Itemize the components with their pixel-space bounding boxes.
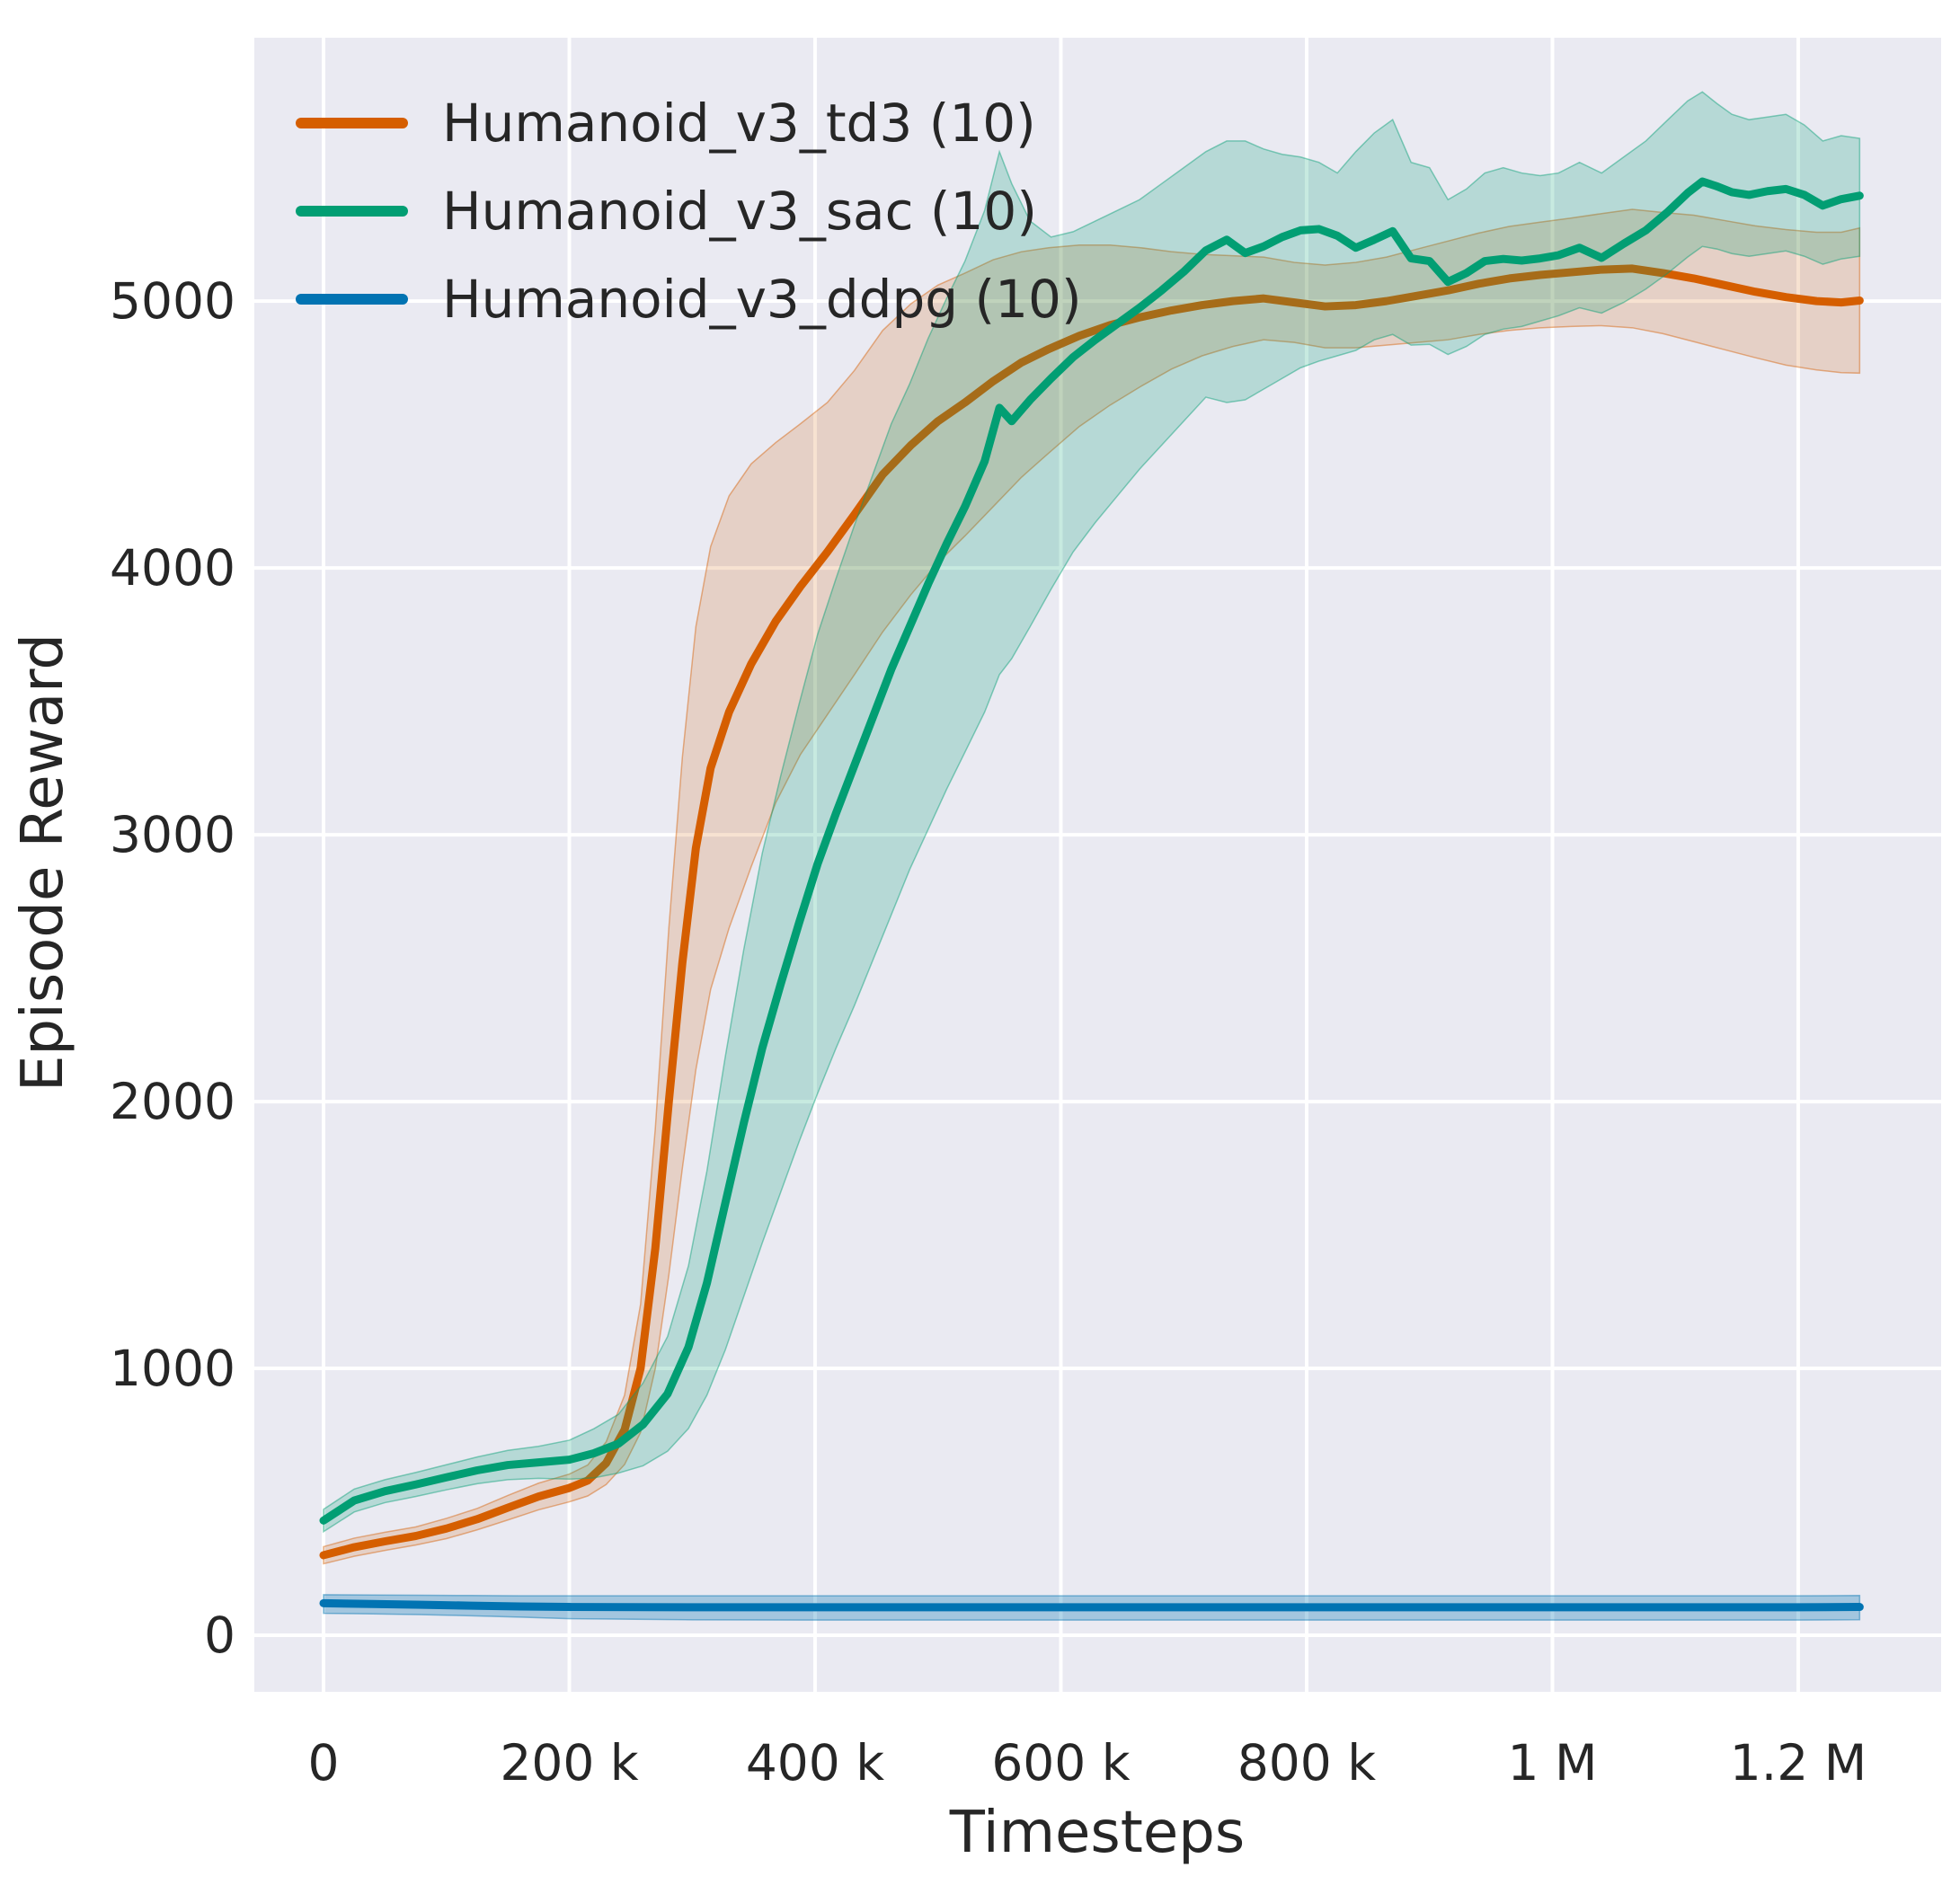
legend-label-ddpg: Humanoid_v3_ddpg (10) — [442, 269, 1082, 330]
x-tick-label: 800 k — [1237, 1734, 1377, 1792]
x-tick-label: 400 k — [745, 1734, 885, 1792]
x-tick-label: 0 — [307, 1734, 340, 1792]
legend: Humanoid_v3_td3 (10) Humanoid_v3_sac (10… — [296, 79, 1082, 343]
x-tick-label: 1.2 M — [1729, 1734, 1867, 1792]
line-td3 — [319, 264, 1864, 1560]
line-ddpg — [319, 1598, 1864, 1612]
legend-item-td3: Humanoid_v3_td3 (10) — [296, 79, 1082, 167]
y-tick-label: 5000 — [110, 272, 235, 331]
x-tick-label: 200 k — [500, 1734, 639, 1792]
plot-background — [254, 38, 1941, 1692]
y-tick-label: 3000 — [110, 806, 235, 864]
legend-line-sac-icon — [296, 206, 408, 217]
y-tick-label: 2000 — [110, 1073, 235, 1131]
legend-label-sac: Humanoid_v3_sac (10) — [442, 181, 1037, 242]
band-sac — [323, 91, 1861, 1534]
x-tick-label: 600 k — [991, 1734, 1131, 1792]
y-tick-label: 1000 — [110, 1340, 235, 1398]
legend-item-ddpg: Humanoid_v3_ddpg (10) — [296, 255, 1082, 343]
legend-line-td3-icon — [296, 118, 408, 128]
legend-label-td3: Humanoid_v3_td3 (10) — [442, 93, 1036, 154]
x-tick-label: 1 M — [1507, 1734, 1598, 1792]
y-axis-title: Episode Reward — [10, 633, 76, 1093]
line-sac — [319, 177, 1864, 1525]
legend-line-ddpg-icon — [296, 294, 408, 305]
x-axis-title: Timesteps — [949, 1800, 1246, 1866]
y-tick-label: 0 — [204, 1606, 235, 1665]
band-td3 — [323, 208, 1861, 1565]
y-tick-label: 4000 — [110, 539, 235, 597]
legend-item-sac: Humanoid_v3_sac (10) — [296, 167, 1082, 255]
